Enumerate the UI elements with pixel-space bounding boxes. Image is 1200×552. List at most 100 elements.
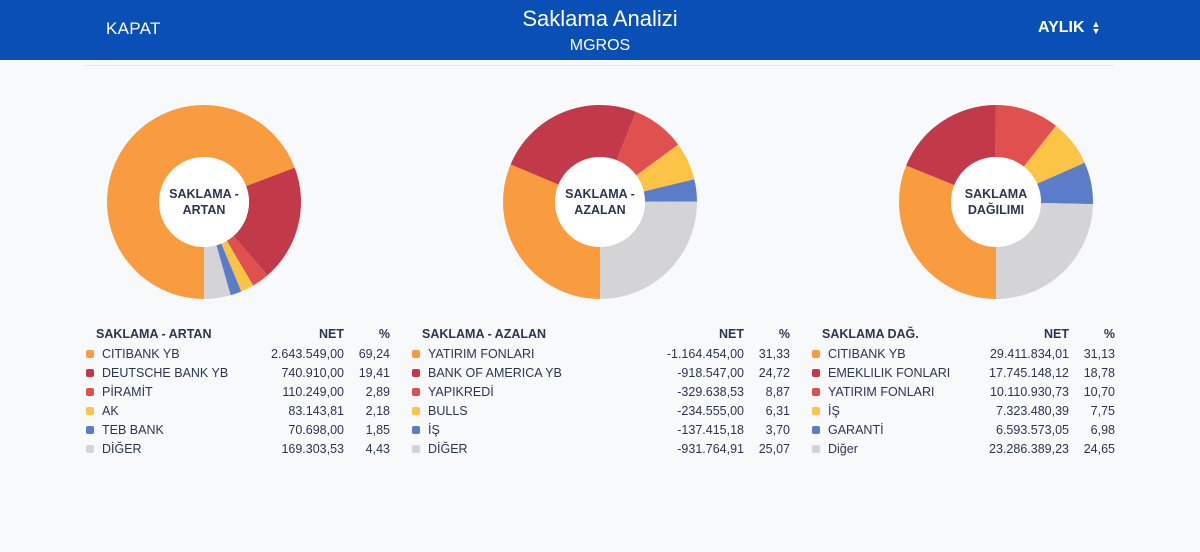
legend-row: TEB BANK 70.698,00 1,85 bbox=[86, 420, 390, 439]
legend-name: DİĞER bbox=[428, 441, 468, 456]
legend-name-cell: YAPIKREDİ bbox=[412, 382, 592, 401]
legend-name: İŞ bbox=[828, 403, 840, 418]
legend-color-swatch bbox=[812, 444, 820, 453]
legend-net: 29.411.834,01 bbox=[989, 346, 1069, 361]
col-header-name: SAKLAMA DAĞ. bbox=[822, 327, 919, 341]
legend-net: -137.415,18 bbox=[677, 422, 744, 437]
legend-row: EMEKLILIK FONLARI 17.745.148,12 18,78 bbox=[812, 363, 1115, 382]
legend-name-cell: İŞ bbox=[412, 420, 592, 439]
col-header-name: SAKLAMA - AZALAN bbox=[422, 327, 547, 341]
legend-name-cell: BANK OF AMERICA YB bbox=[412, 363, 592, 382]
legend-net: 7.323.480,39 bbox=[996, 403, 1069, 418]
legend-pct: 6,98 bbox=[1090, 422, 1115, 437]
legend-name: BULLS bbox=[428, 403, 468, 418]
legend-row: AK 83.143,81 2,18 bbox=[86, 401, 390, 420]
legend-name-cell: PİRAMİT bbox=[86, 382, 251, 401]
col-header-net: NET bbox=[1044, 327, 1069, 341]
legend-name: PİRAMİT bbox=[102, 384, 153, 399]
legend-name: CITIBANK YB bbox=[102, 346, 180, 361]
donut-slice-4 bbox=[221, 240, 254, 292]
donut-slice-4 bbox=[636, 144, 695, 192]
legend-table-dagilim: SAKLAMA DAĞ. NET % CITIBANK YB 29.411.834… bbox=[812, 324, 1115, 458]
period-select[interactable]: AYLIK ▲ ▼ bbox=[1038, 19, 1100, 37]
legend-name-cell: GARANTİ bbox=[812, 420, 972, 439]
legend-net: -918.547,00 bbox=[677, 365, 744, 380]
legend-net: 6.593.573,05 bbox=[996, 422, 1069, 437]
donut-slice-1 bbox=[899, 165, 996, 299]
legend-net: 70.698,00 bbox=[288, 422, 344, 437]
legend-net: 169.303,53 bbox=[281, 441, 344, 456]
donut-chart-dagilim: SAKLAMA DAĞILIMI bbox=[898, 104, 1094, 300]
sort-updown-icon: ▲ ▼ bbox=[1091, 19, 1101, 36]
donut-slice-5 bbox=[1037, 162, 1093, 205]
legend-color-swatch bbox=[86, 425, 94, 434]
donut-slice-3 bbox=[616, 111, 679, 176]
donut-chart-artan: SAKLAMA - ARTAN bbox=[106, 104, 302, 300]
legend-row: CITIBANK YB 29.411.834,01 31,13 bbox=[812, 344, 1115, 363]
col-header-pct: % bbox=[1103, 327, 1115, 341]
donut-slice-2 bbox=[233, 167, 301, 276]
legend-net: -329.638,53 bbox=[677, 384, 744, 399]
legend-table-azalan: SAKLAMA - AZALAN NET % YATIRIM FONLARI -1… bbox=[412, 324, 790, 458]
donut-slice-1 bbox=[503, 164, 600, 299]
legend-name: TEB BANK bbox=[102, 422, 164, 437]
header-divider bbox=[84, 65, 1114, 66]
legend-name-cell: Diğer bbox=[812, 439, 972, 458]
legend-pct: 25,07 bbox=[758, 441, 790, 456]
legend-color-swatch bbox=[412, 387, 420, 396]
legend-color-swatch bbox=[412, 425, 420, 434]
donut-slice-3 bbox=[995, 105, 1057, 167]
col-header-net: NET bbox=[719, 327, 744, 341]
legend-net: 740.910,00 bbox=[281, 365, 344, 380]
legend-color-swatch bbox=[812, 406, 820, 415]
col-header-pct: % bbox=[378, 327, 390, 341]
legend-pct: 24,72 bbox=[758, 365, 790, 380]
legend-pct: 18,78 bbox=[1083, 365, 1115, 380]
legend-name-cell: DEUTSCHE BANK YB bbox=[86, 363, 251, 382]
legend-pct: 2,18 bbox=[365, 403, 390, 418]
legend-name-cell: TEB BANK bbox=[86, 420, 251, 439]
donut-chart-azalan: SAKLAMA - AZALAN bbox=[502, 104, 698, 300]
legend-pct: 2,89 bbox=[365, 384, 390, 399]
legend-row: GARANTİ 6.593.573,05 6,98 bbox=[812, 420, 1115, 439]
legend-net: 83.143,81 bbox=[288, 403, 344, 418]
legend-row: Diğer 23.286.389,23 24,65 bbox=[812, 439, 1115, 458]
legend-pct: 3,70 bbox=[765, 422, 790, 437]
legend-net: -931.764,91 bbox=[677, 441, 744, 456]
legend-color-swatch bbox=[412, 444, 420, 453]
donut-svg-artan bbox=[106, 104, 301, 299]
donut-hole bbox=[951, 157, 1041, 247]
legend-name: YAPIKREDİ bbox=[428, 384, 494, 399]
donut-slice-5 bbox=[643, 179, 697, 202]
legend-row: DEUTSCHE BANK YB 740.910,00 19,41 bbox=[86, 363, 390, 382]
legend-row: YAPIKREDİ -329.638,53 8,87 bbox=[412, 382, 790, 401]
legend-pct: 8,87 bbox=[765, 384, 790, 399]
legend-pct: 1,85 bbox=[365, 422, 390, 437]
donut-hole bbox=[555, 157, 645, 247]
legend-pct: 31,13 bbox=[1083, 346, 1115, 361]
legend-color-swatch bbox=[812, 349, 820, 358]
col-header-net: NET bbox=[319, 327, 344, 341]
legend-net: 110.249,00 bbox=[282, 384, 344, 399]
legend-net: 17.745.148,12 bbox=[989, 365, 1069, 380]
legend-name: BANK OF AMERICA YB bbox=[428, 365, 562, 380]
legend-name: CITIBANK YB bbox=[828, 346, 906, 361]
period-label: AYLIK bbox=[1038, 19, 1085, 36]
legend-name: İŞ bbox=[428, 422, 440, 437]
top-bar: KAPAT Saklama Analizi MGROS AYLIK ▲ ▼ bbox=[0, 0, 1200, 60]
donut-slice-2 bbox=[906, 105, 996, 186]
legend-color-swatch bbox=[86, 349, 94, 358]
legend-name-cell: AK bbox=[86, 401, 251, 420]
donut-slice-6 bbox=[996, 202, 1093, 299]
legend-name: DEUTSCHE BANK YB bbox=[102, 365, 229, 380]
close-button[interactable]: KAPAT bbox=[106, 19, 161, 38]
legend-pct: 10,70 bbox=[1083, 384, 1115, 399]
legend-name-cell: YATIRIM FONLARI bbox=[812, 382, 972, 401]
legend-color-swatch bbox=[86, 387, 94, 396]
legend-color-swatch bbox=[412, 406, 420, 415]
legend-color-swatch bbox=[812, 425, 820, 434]
legend-name-cell: CITIBANK YB bbox=[812, 344, 972, 363]
legend-name-cell: DİĞER bbox=[412, 439, 592, 458]
legend-row: YATIRIM FONLARI 10.110.930,73 10,70 bbox=[812, 382, 1115, 401]
legend-row: CITIBANK YB 2.643.549,00 69,24 bbox=[86, 344, 390, 363]
